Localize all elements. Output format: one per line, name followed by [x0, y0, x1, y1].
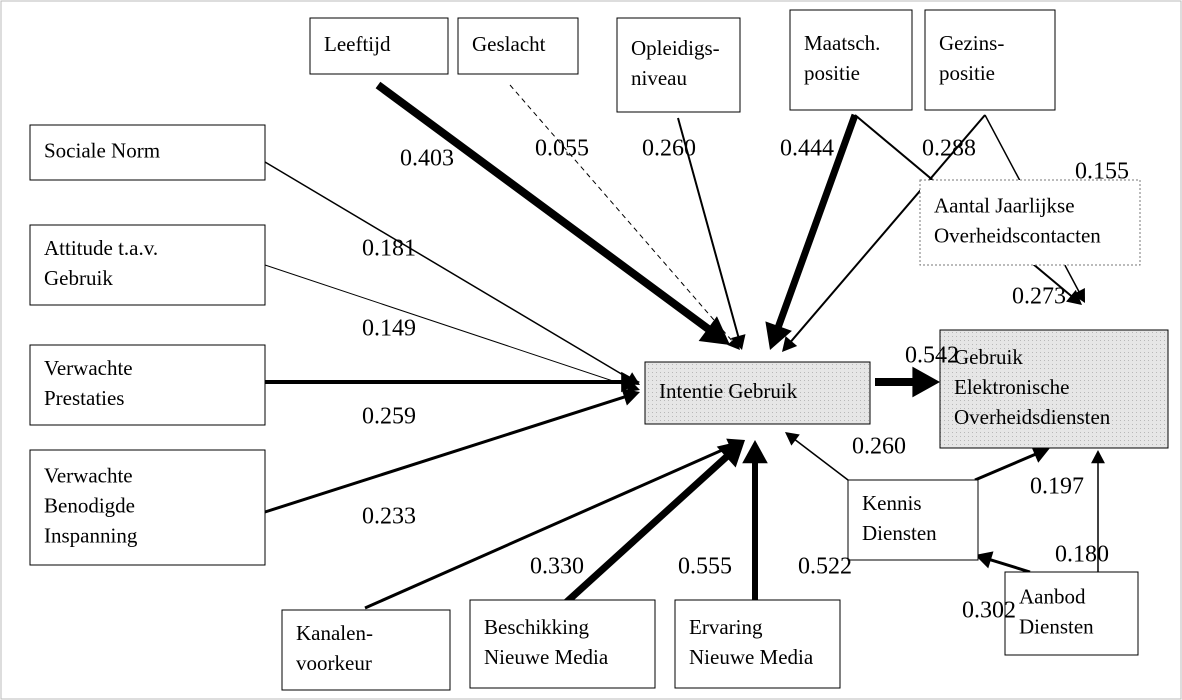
edge-line	[509, 84, 734, 343]
edge-line	[264, 395, 627, 514]
edge-label: 0.180	[1055, 542, 1109, 568]
edge-line	[789, 114, 986, 344]
arrowhead	[1072, 287, 1085, 303]
node-label: Gebruik	[954, 345, 1023, 369]
arrowhead	[698, 316, 730, 345]
edge-line	[774, 113, 859, 330]
node-label: Verwachte	[44, 463, 133, 487]
node-box	[616, 17, 741, 113]
edge-line	[988, 557, 1031, 574]
edge-label: 0.055	[535, 136, 589, 162]
node-label: Attitude t.a.v.	[44, 236, 158, 260]
edge-line	[264, 161, 631, 380]
node-label: Opleidigs-	[631, 36, 720, 60]
edge-label: 0.197	[1030, 474, 1084, 500]
node-label: positie	[804, 61, 860, 85]
arrowhead	[1031, 446, 1050, 463]
arrowhead	[621, 388, 640, 406]
edge-label: 0.302	[962, 598, 1016, 624]
edge-label: 0.288	[922, 136, 976, 162]
arrowhead	[1066, 289, 1082, 305]
arrowhead	[730, 334, 746, 350]
node-box	[457, 17, 579, 75]
edge-label: 0.233	[362, 504, 416, 530]
node-label: Aantal Jaarlijkse	[934, 193, 1075, 217]
edge-label: 0.155	[1075, 159, 1129, 185]
arrowhead	[765, 321, 792, 350]
edge-line	[677, 117, 740, 339]
node-box	[789, 9, 913, 111]
node-box	[281, 609, 451, 691]
node-box	[29, 224, 266, 306]
arrowhead	[912, 366, 940, 398]
node-label: Verwachte	[44, 356, 133, 380]
node-label: Diensten	[862, 521, 937, 545]
node-label: Kanalen-	[296, 621, 373, 645]
node-label: Gebruik	[44, 266, 113, 290]
node-label: Intentie Gebruik	[659, 379, 798, 403]
node-box	[29, 124, 266, 181]
node-label: niveau	[631, 66, 687, 90]
edge-label: 0.522	[798, 554, 852, 580]
edge-label: 0.260	[642, 136, 696, 162]
arrowhead	[621, 371, 640, 393]
node-box	[29, 344, 266, 426]
node-label: Gezins-	[939, 31, 1004, 55]
arrowhead	[716, 440, 745, 468]
node-label: positie	[939, 61, 995, 85]
edge-label: 0.149	[362, 316, 416, 342]
node-label: Overheidsdiensten	[954, 405, 1111, 429]
edge-line	[264, 264, 631, 388]
edge-line	[974, 452, 1038, 482]
edge-line	[557, 453, 731, 611]
edge-label: 0.330	[530, 554, 584, 580]
node-label: Aanbod	[1019, 584, 1086, 608]
node-box	[309, 17, 449, 75]
node-label: Kennis	[862, 491, 922, 515]
node-label: Diensten	[1019, 614, 1094, 638]
edge-line	[375, 81, 712, 334]
node-label: Inspanning	[44, 523, 138, 547]
node-label: Geslacht	[472, 32, 546, 56]
node-box	[847, 479, 979, 561]
node-label: Nieuwe Media	[689, 645, 814, 669]
node-box	[674, 599, 841, 689]
edge-line	[364, 444, 733, 610]
node-box	[29, 449, 266, 566]
node-label: Maatsch.	[804, 31, 880, 55]
node-label: Sociale Norm	[44, 138, 160, 162]
edge-line	[793, 438, 849, 481]
node-label: Overheidscontacten	[934, 223, 1101, 247]
node-box	[924, 9, 1056, 111]
arrowhead	[742, 440, 768, 464]
node-label: Ervaring	[689, 615, 763, 639]
edge-label: 0.555	[678, 554, 732, 580]
edge-label: 0.259	[362, 404, 416, 430]
arrowhead	[975, 551, 994, 569]
node-box	[644, 361, 871, 425]
edges	[264, 81, 1105, 611]
node-label: Benodigde	[44, 493, 135, 517]
edge-label: 0.403	[400, 146, 454, 172]
node-label: voorkeur	[296, 651, 372, 675]
node-label: Beschikking	[484, 615, 589, 639]
edge-label: 0.542	[905, 343, 959, 369]
arrowhead	[785, 432, 800, 446]
arrowhead	[782, 336, 798, 352]
node-box	[939, 329, 1169, 449]
edge-label: 0.260	[852, 434, 906, 460]
node-box	[469, 599, 656, 689]
node-box	[1004, 571, 1139, 656]
node-label: Leeftijd	[324, 32, 391, 56]
arrowhead	[1091, 450, 1105, 464]
node-label: Elektronische	[954, 375, 1069, 399]
node-label: Nieuwe Media	[484, 645, 609, 669]
edge-label: 0.444	[780, 136, 834, 162]
edge-label: 0.181	[362, 236, 416, 262]
edge-label: 0.273	[1012, 284, 1066, 310]
node-label: Prestaties	[44, 386, 124, 410]
node-box	[919, 179, 1141, 266]
